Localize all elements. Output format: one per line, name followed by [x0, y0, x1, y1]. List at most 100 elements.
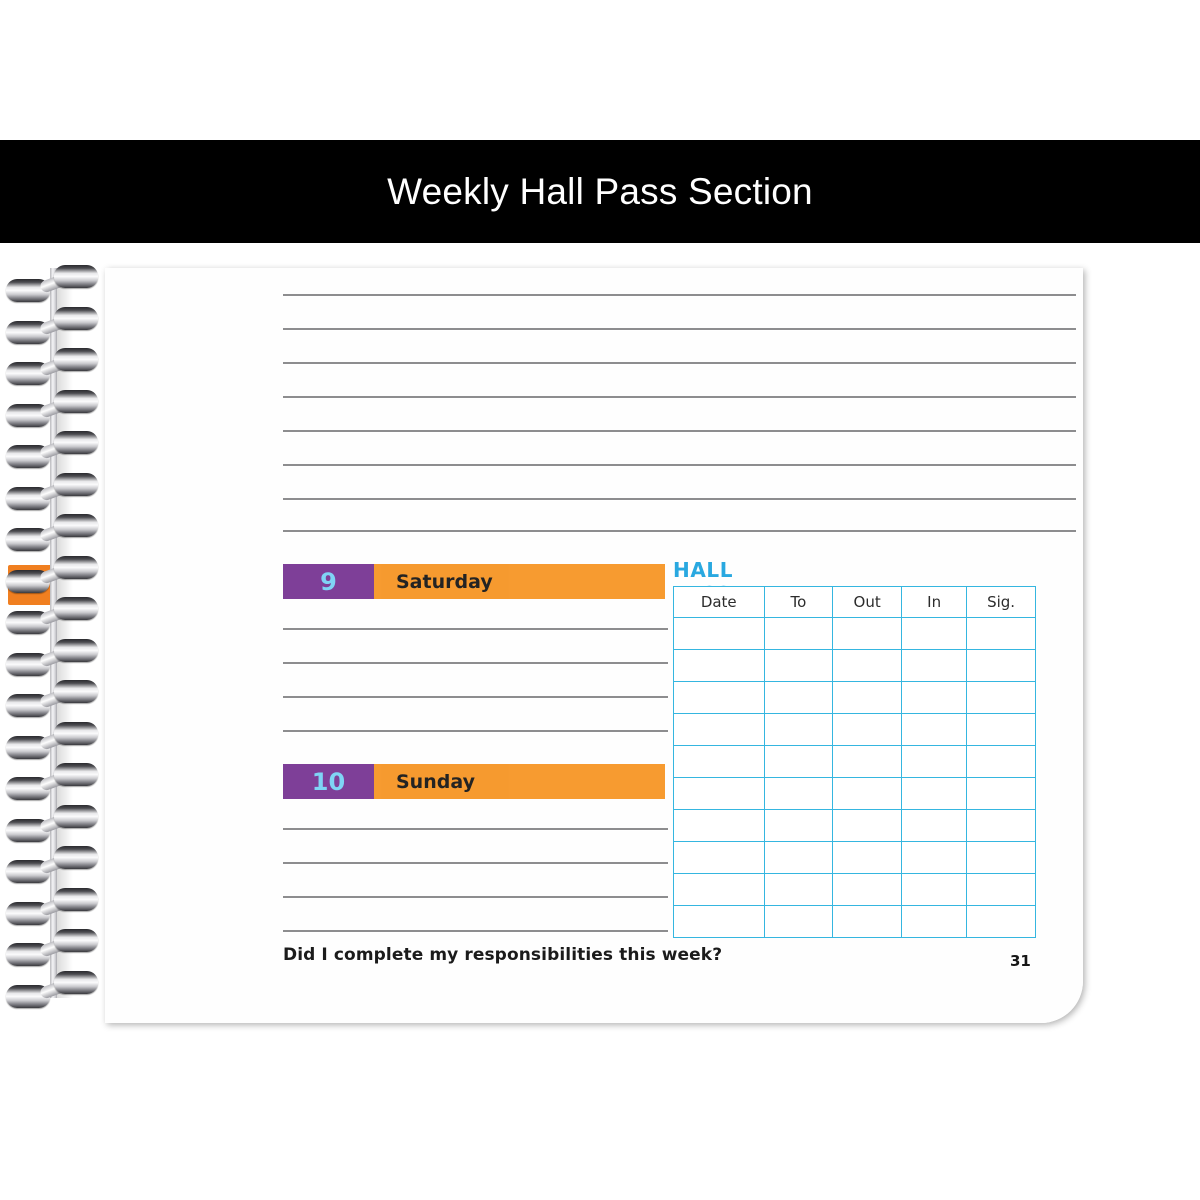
cell-out[interactable] — [832, 681, 903, 714]
cell-in[interactable] — [901, 873, 968, 906]
coil-left-loop — [6, 901, 50, 925]
spiral-binding — [0, 265, 110, 1008]
cell-to[interactable] — [763, 713, 834, 746]
rule-line — [283, 498, 1076, 500]
cell-in[interactable] — [901, 713, 968, 746]
section-tab-marker[interactable] — [8, 565, 56, 605]
cell-to[interactable] — [763, 841, 834, 874]
cell-date[interactable] — [673, 809, 765, 842]
cell-out[interactable] — [832, 905, 903, 938]
coil-right-loop — [54, 846, 98, 869]
coil-left-loop — [6, 735, 50, 759]
coil-connector — [38, 894, 72, 917]
rule-line-sunday — [283, 828, 668, 830]
table-row[interactable] — [673, 777, 1036, 810]
cell-in[interactable] — [901, 745, 968, 778]
cell-sig[interactable] — [966, 905, 1036, 938]
coil-connector — [38, 521, 72, 543]
cell-sig[interactable] — [966, 681, 1036, 714]
cell-in[interactable] — [901, 649, 968, 682]
cell-sig[interactable] — [966, 649, 1036, 682]
cell-out[interactable] — [832, 777, 903, 810]
cell-out[interactable] — [832, 649, 903, 682]
cell-to[interactable] — [763, 681, 834, 714]
cell-in[interactable] — [901, 905, 968, 938]
coil-right-loop — [54, 431, 98, 454]
cell-sig[interactable] — [966, 809, 1036, 842]
coil-right-loop — [54, 680, 98, 703]
cell-date[interactable] — [673, 777, 765, 810]
rule-line-saturday — [283, 696, 668, 698]
cell-date[interactable] — [673, 841, 765, 874]
rule-line-saturday — [283, 662, 668, 664]
cell-to[interactable] — [763, 777, 834, 810]
cell-to[interactable] — [763, 809, 834, 842]
cell-in[interactable] — [901, 841, 968, 874]
coil-connector — [38, 728, 72, 751]
coil-right-loop — [54, 472, 98, 496]
cell-sig[interactable] — [966, 873, 1036, 906]
coil-left-loop — [6, 486, 50, 510]
cell-in[interactable] — [901, 617, 968, 650]
cell-date[interactable] — [673, 713, 765, 746]
cell-sig[interactable] — [966, 841, 1036, 874]
cell-to[interactable] — [763, 617, 834, 650]
table-row[interactable] — [673, 681, 1036, 714]
cell-out[interactable] — [832, 873, 903, 906]
cell-to[interactable] — [763, 905, 834, 938]
day-row-saturday[interactable]: 9 Saturday — [283, 564, 665, 599]
cell-date[interactable] — [673, 905, 765, 938]
coil-connector — [38, 313, 72, 336]
rule-line-sunday — [283, 930, 668, 932]
cell-out[interactable] — [832, 713, 903, 746]
coil-left-loop — [6, 694, 50, 717]
rule-line — [283, 430, 1076, 432]
spiral-coil — [0, 846, 100, 887]
hall-pass-table[interactable]: Date To Out In Sig. — [673, 586, 1036, 938]
coil-right-loop — [54, 638, 98, 662]
coil-left-loop — [6, 403, 50, 427]
rule-line-sunday — [283, 862, 668, 864]
page-number: 31 — [1010, 952, 1031, 970]
column-header-date: Date — [673, 586, 765, 618]
hall-pass-table-body — [673, 617, 1036, 938]
spiral-coil — [0, 638, 100, 680]
cell-sig[interactable] — [966, 617, 1036, 650]
table-row[interactable] — [673, 649, 1036, 682]
cell-date[interactable] — [673, 745, 765, 778]
cell-in[interactable] — [901, 681, 968, 714]
cell-date[interactable] — [673, 681, 765, 714]
cell-sig[interactable] — [966, 713, 1036, 746]
coil-left-loop — [6, 943, 50, 966]
cell-date[interactable] — [673, 873, 765, 906]
day-row-sunday[interactable]: 10 Sunday — [283, 764, 665, 799]
cell-sig[interactable] — [966, 777, 1036, 810]
cell-to[interactable] — [763, 649, 834, 682]
spiral-spine-shadow — [57, 268, 73, 998]
cell-out[interactable] — [832, 745, 903, 778]
table-row[interactable] — [673, 841, 1036, 874]
cell-in[interactable] — [901, 809, 968, 842]
table-row[interactable] — [673, 873, 1036, 906]
table-row[interactable] — [673, 809, 1036, 842]
cell-date[interactable] — [673, 649, 765, 682]
coil-connector — [38, 396, 72, 419]
cell-to[interactable] — [763, 873, 834, 906]
cell-to[interactable] — [763, 745, 834, 778]
spiral-spine — [50, 268, 57, 998]
cell-out[interactable] — [832, 841, 903, 874]
cell-date[interactable] — [673, 617, 765, 650]
cell-out[interactable] — [832, 617, 903, 650]
rule-line-saturday — [283, 730, 668, 732]
cell-in[interactable] — [901, 777, 968, 810]
spiral-coil — [0, 680, 100, 721]
table-row[interactable] — [673, 745, 1036, 778]
table-row[interactable] — [673, 617, 1036, 650]
page-sheet: 9 Saturday 10 Sunday Di — [105, 268, 1083, 1023]
cell-out[interactable] — [832, 809, 903, 842]
coil-connector — [38, 977, 72, 1000]
cell-sig[interactable] — [966, 745, 1036, 778]
coil-right-loop — [54, 389, 98, 413]
table-row[interactable] — [673, 713, 1036, 746]
table-row[interactable] — [673, 905, 1036, 938]
